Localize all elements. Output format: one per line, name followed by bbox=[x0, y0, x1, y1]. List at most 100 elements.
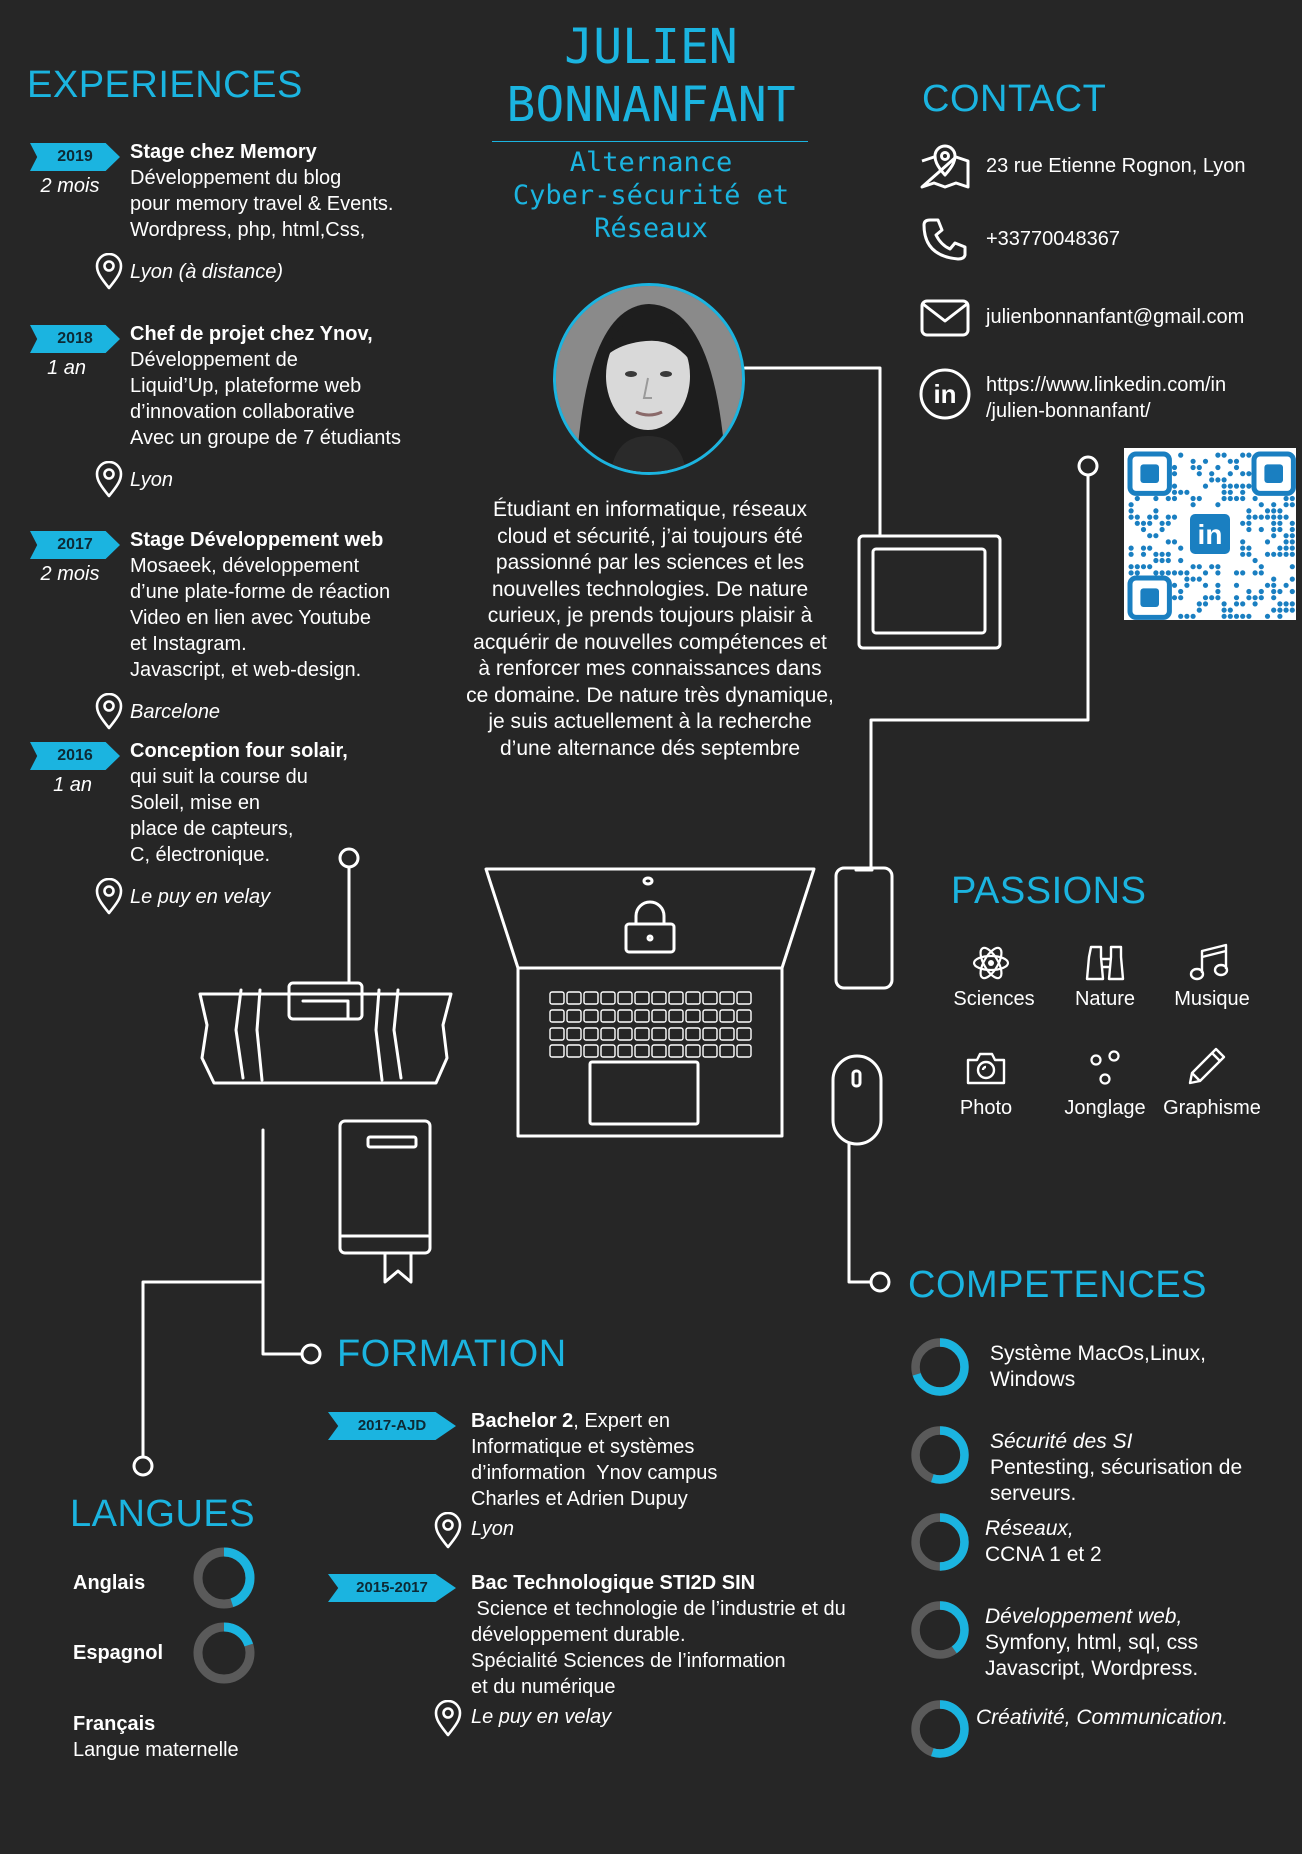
keyboard-key bbox=[685, 991, 701, 1005]
linkedin-icon: in bbox=[919, 368, 971, 420]
formation-title-suffix: , Expert en bbox=[573, 1410, 670, 1432]
linkedin-qr-code[interactable]: in bbox=[1124, 448, 1296, 620]
qr-dot bbox=[1178, 588, 1184, 595]
keyboard-key bbox=[736, 1027, 752, 1041]
experience-line: C, électronique. bbox=[130, 844, 271, 866]
qr-dot bbox=[1227, 489, 1233, 495]
qr-dot bbox=[1171, 471, 1178, 477]
passion-label-jonglage: Jonglage bbox=[1064, 1097, 1146, 1119]
location-pin-icon bbox=[433, 1511, 463, 1550]
qr-dot bbox=[1140, 551, 1147, 557]
competence-line: Javascript, Wordpress. bbox=[985, 1657, 1199, 1680]
formation-line: et du numérique bbox=[471, 1676, 616, 1698]
qr-dot bbox=[1271, 607, 1277, 613]
qr-dot bbox=[1258, 570, 1264, 576]
formation-period-tag: 2015-2017 bbox=[328, 1574, 456, 1602]
passion-label-graphisme: Graphisme bbox=[1163, 1097, 1261, 1119]
qr-dot bbox=[1184, 582, 1190, 588]
qr-dot bbox=[1221, 477, 1227, 483]
qr-finder bbox=[1127, 575, 1172, 620]
qr-dot bbox=[1178, 613, 1184, 619]
subtitle-line-1: Alternance bbox=[569, 147, 733, 178]
qr-dot bbox=[1240, 452, 1246, 458]
competence-ring bbox=[908, 1335, 972, 1404]
formation-description: Bachelor 2, Expert en Informatique et sys… bbox=[471, 1408, 891, 1512]
qr-dot bbox=[1252, 570, 1258, 576]
qr-dot bbox=[1246, 545, 1252, 551]
qr-dot bbox=[1165, 495, 1171, 502]
passion-label-sciences: Sciences bbox=[953, 988, 1035, 1010]
qr-dot bbox=[1147, 564, 1153, 570]
qr-dot bbox=[1128, 551, 1134, 557]
qr-dot bbox=[1171, 539, 1178, 545]
contact-phone[interactable]: +33770048367 bbox=[986, 228, 1121, 250]
formation-title: Bac Technologique STI2D SIN bbox=[471, 1572, 756, 1594]
qr-dot bbox=[1289, 539, 1295, 545]
qr-dot bbox=[1283, 601, 1289, 607]
qr-dot bbox=[1134, 570, 1140, 576]
keyboard-key bbox=[702, 1027, 718, 1041]
qr-dot bbox=[1134, 564, 1140, 570]
qr-dot bbox=[1289, 551, 1295, 557]
keyboard-key bbox=[719, 991, 735, 1005]
qr-dot bbox=[1277, 607, 1283, 613]
keyboard-key bbox=[600, 1027, 616, 1041]
qr-dot bbox=[1128, 508, 1134, 514]
qr-dot bbox=[1252, 557, 1258, 564]
keyboard-key bbox=[668, 1027, 684, 1041]
competence-text: Système MacOs,Linux, Windows bbox=[990, 1341, 1290, 1393]
formation-description: Bac Technologique STI2D SIN Science et t… bbox=[471, 1570, 891, 1700]
qr-dot bbox=[1159, 551, 1165, 557]
qr-dot bbox=[1258, 502, 1264, 508]
qr-dot bbox=[1227, 607, 1233, 613]
qr-dot bbox=[1209, 471, 1215, 477]
qr-dot bbox=[1289, 601, 1295, 607]
qr-dot bbox=[1128, 502, 1134, 508]
qr-dot bbox=[1178, 570, 1184, 576]
qr-dot bbox=[1165, 514, 1171, 520]
qr-dot bbox=[1246, 520, 1252, 526]
qr-dot bbox=[1221, 495, 1227, 502]
qr-code-pattern: in bbox=[1127, 451, 1296, 620]
contact-email[interactable]: julienbonnanfant@gmail.com bbox=[986, 306, 1245, 328]
qr-dot bbox=[1277, 551, 1283, 557]
qr-dot bbox=[1184, 570, 1190, 576]
qr-dot bbox=[1165, 557, 1171, 564]
portrait-avatar bbox=[556, 286, 742, 472]
qr-dot bbox=[1240, 495, 1246, 502]
qr-dot bbox=[1134, 495, 1140, 502]
qr-dot bbox=[1277, 545, 1283, 551]
experience-description: Stage chez Memory Développement du blog po… bbox=[130, 139, 460, 243]
qr-dot bbox=[1271, 520, 1277, 526]
qr-dot bbox=[1159, 526, 1165, 533]
qr-finder-center bbox=[1264, 464, 1283, 483]
qr-dot bbox=[1271, 588, 1277, 595]
formation-heading: FORMATION bbox=[337, 1333, 567, 1375]
experience-line: Développement de bbox=[130, 349, 298, 371]
qr-dot bbox=[1289, 545, 1295, 551]
experience-title: Conception four solair, bbox=[130, 740, 348, 762]
qr-dot bbox=[1289, 520, 1295, 526]
ring-level-arc bbox=[193, 1622, 255, 1684]
qr-dot bbox=[1165, 570, 1171, 576]
formation-location: Lyon bbox=[471, 1518, 515, 1540]
qr-dot bbox=[1233, 613, 1240, 619]
qr-dot bbox=[1178, 595, 1184, 601]
qr-dot bbox=[1215, 452, 1221, 458]
qr-dot bbox=[1264, 539, 1271, 545]
keyboard-key bbox=[736, 1009, 752, 1023]
keyboard-key bbox=[566, 1009, 582, 1023]
qr-dot bbox=[1190, 495, 1196, 502]
qr-dot bbox=[1153, 495, 1159, 502]
experience-year-tag: 2018 bbox=[30, 325, 120, 353]
keyboard-key bbox=[583, 1027, 599, 1041]
qr-dot bbox=[1184, 489, 1190, 495]
qr-dot bbox=[1128, 514, 1134, 520]
qr-dot bbox=[1277, 520, 1283, 526]
qr-dot bbox=[1147, 520, 1153, 526]
contact-linkedin[interactable]: https://www.linkedin.com/in /julien-bonn… bbox=[986, 372, 1226, 424]
experience-year-tag: 2016 bbox=[30, 742, 120, 770]
keyboard-key bbox=[736, 1044, 752, 1058]
experience-line: et Instagram. bbox=[130, 633, 247, 655]
keyboard-key bbox=[634, 1027, 650, 1041]
